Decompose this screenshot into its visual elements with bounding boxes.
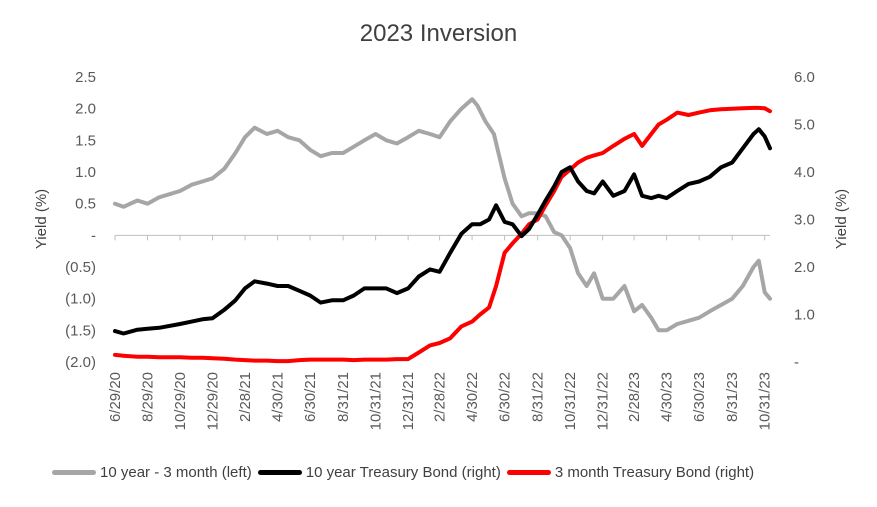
- legend-label-10yr: 10 year Treasury Bond (right): [305, 464, 501, 481]
- series-layer: [113, 97, 772, 364]
- left-tick-label: 1.5: [75, 132, 96, 149]
- series-line-3mo: [113, 105, 772, 364]
- left-y-axis-title: Yield (%): [33, 189, 50, 249]
- x-tick-label: 4/30/22: [464, 372, 481, 422]
- left-tick-label: (0.5): [65, 259, 96, 276]
- series-line-spread: [113, 97, 772, 333]
- right-y-axis-title: Yield (%): [833, 189, 850, 249]
- x-tick-label: 12/31/22: [595, 372, 612, 430]
- x-tick-label: 6/30/21: [302, 372, 319, 422]
- legend-swatch-3mo: [506, 470, 551, 475]
- right-tick-label: 6.0: [794, 69, 815, 86]
- right-tick-label: 2.0: [794, 259, 815, 276]
- legend: 10 year - 3 month (left) 10 year Treasur…: [52, 464, 852, 481]
- x-tick-label: 6/30/22: [497, 372, 514, 422]
- x-tick-label: 4/30/21: [270, 372, 287, 422]
- legend-swatch-spread: [52, 470, 96, 475]
- left-tick-label: (1.5): [65, 322, 96, 339]
- left-tick-label: 2.0: [75, 101, 96, 118]
- x-tick-label: 6/29/20: [107, 372, 124, 422]
- right-y-axis: 6.0 5.0 4.0 3.0 2.0 1.0 -: [794, 69, 815, 371]
- left-tick-label: 1.0: [75, 164, 96, 181]
- right-tick-label: 4.0: [794, 164, 815, 181]
- left-tick-label: (1.0): [65, 291, 96, 308]
- x-tick-label: 2/28/22: [432, 372, 449, 422]
- legend-item-3mo: 3 month Treasury Bond (right): [506, 464, 755, 481]
- x-tick-label: 10/29/20: [172, 372, 189, 430]
- x-tick-label: 8/29/20: [140, 372, 157, 422]
- x-axis: 6/29/20 8/29/20 10/29/20 12/29/20 2/28/21 4/3…: [107, 235, 774, 430]
- right-tick-label: 1.0: [794, 307, 815, 324]
- legend-label-spread: 10 year - 3 month (left): [100, 464, 252, 481]
- left-tick-label: -: [91, 227, 96, 244]
- legend-label-3mo: 3 month Treasury Bond (right): [554, 464, 755, 481]
- x-tick-label: 8/31/22: [530, 372, 547, 422]
- x-tick-label: 6/30/23: [691, 372, 708, 422]
- x-tick-label: 12/31/21: [400, 372, 417, 430]
- x-tick-label: 8/31/23: [724, 372, 741, 422]
- x-tick-label: 2/28/21: [237, 372, 254, 422]
- legend-swatch-10yr: [257, 470, 302, 475]
- left-tick-label: (2.0): [65, 354, 96, 371]
- legend-item-spread: 10 year - 3 month (left): [52, 464, 252, 481]
- right-tick-label: -: [794, 354, 799, 371]
- x-tick-label: 4/30/23: [659, 372, 676, 422]
- x-tick-label: 10/31/22: [562, 372, 579, 430]
- chart-title: 2023 Inversion: [359, 20, 518, 47]
- x-tick-label: 10/31/21: [368, 372, 385, 430]
- x-tick-label: 2/28/23: [626, 372, 643, 422]
- right-tick-label: 5.0: [794, 117, 815, 134]
- left-tick-label: 2.5: [75, 69, 96, 86]
- legend-item-10yr: 10 year Treasury Bond (right): [257, 464, 501, 481]
- x-tick-label: 8/31/21: [335, 372, 352, 422]
- right-tick-label: 3.0: [794, 212, 815, 229]
- left-y-axis: 2.5 2.0 1.5 1.0 0.5 - (0.5) (1.0) (1.5) (2.0): [65, 69, 96, 371]
- x-tick-label: 12/29/20: [205, 372, 222, 430]
- series-line-10yr: [113, 127, 772, 336]
- left-tick-label: 0.5: [75, 196, 96, 213]
- x-tick-label: 10/31/23: [757, 372, 774, 430]
